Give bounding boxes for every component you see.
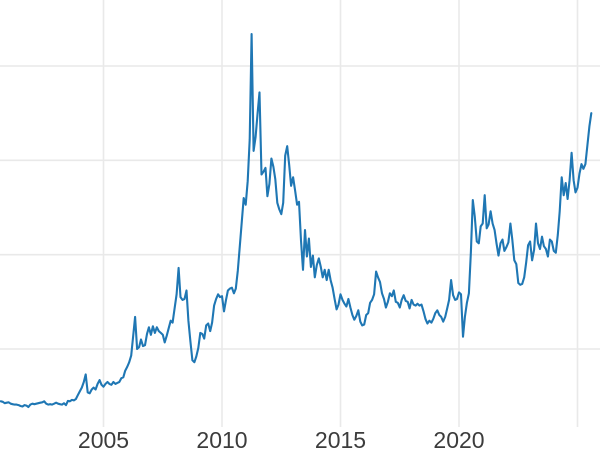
x-tick-label: 2015 [315, 427, 366, 450]
x-tick-label: 2010 [196, 427, 247, 450]
x-tick-label: 2005 [78, 427, 129, 450]
price-series-line [0, 32, 593, 409]
x-tick-label: 2020 [433, 427, 484, 450]
